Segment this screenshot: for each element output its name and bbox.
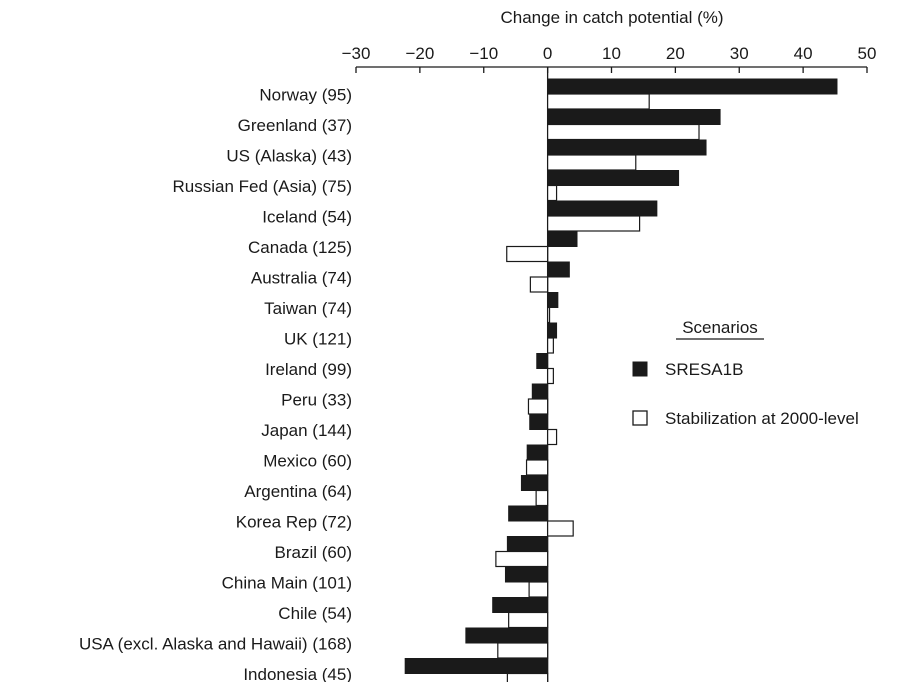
category-label: Japan (144) bbox=[261, 421, 352, 440]
category-label: US (Alaska) (43) bbox=[226, 146, 352, 165]
bar-sresa1b bbox=[506, 536, 549, 552]
bar-sresa1b bbox=[547, 139, 707, 156]
bar-sresa1b bbox=[547, 322, 558, 339]
bar-stabilization bbox=[547, 154, 637, 171]
bar-stabilization bbox=[535, 489, 549, 507]
category-label: Chile (54) bbox=[278, 604, 352, 623]
bar-stabilization bbox=[547, 367, 554, 385]
bar-stabilization bbox=[495, 550, 549, 568]
bar-sresa1b bbox=[465, 627, 549, 644]
category-label: Greenland (37) bbox=[238, 116, 352, 135]
category-label: Korea Rep (72) bbox=[236, 512, 352, 531]
bar-sresa1b bbox=[531, 383, 549, 400]
bar-sresa1b bbox=[529, 414, 549, 430]
category-label: Taiwan (74) bbox=[264, 299, 352, 318]
legend: Scenarios SRESA1B Stabilization at 2000-… bbox=[632, 318, 859, 428]
bar-sresa1b bbox=[547, 200, 658, 217]
bar-sresa1b bbox=[526, 444, 549, 461]
category-label: Brazil (60) bbox=[275, 543, 352, 562]
category-label: Ireland (99) bbox=[265, 360, 352, 379]
bar-sresa1b bbox=[508, 505, 549, 522]
bars bbox=[404, 78, 838, 682]
category-label: Iceland (54) bbox=[262, 207, 352, 226]
x-tick-label: 10 bbox=[602, 44, 621, 63]
bar-sresa1b bbox=[536, 353, 549, 369]
x-tick-label: 30 bbox=[730, 44, 749, 63]
legend-title: Scenarios bbox=[682, 318, 758, 337]
category-label: China Main (101) bbox=[222, 573, 352, 592]
bar-stabilization bbox=[506, 245, 549, 263]
bar-stabilization bbox=[547, 428, 558, 446]
x-axis-title: Change in catch potential (%) bbox=[500, 8, 723, 27]
bar-stabilization bbox=[547, 93, 650, 110]
category-label: UK (121) bbox=[284, 329, 352, 348]
x-tick-label: 0 bbox=[543, 44, 552, 63]
bar-sresa1b bbox=[404, 658, 549, 674]
category-label: Mexico (60) bbox=[263, 451, 352, 470]
category-label: Australia (74) bbox=[251, 268, 352, 287]
x-tick-label: −10 bbox=[469, 44, 498, 63]
bar-stabilization bbox=[506, 672, 549, 682]
category-label: Russian Fed (Asia) (75) bbox=[172, 177, 352, 196]
y-axis: Norway (95) Greenland (37) US (Alaska) (43… bbox=[79, 67, 549, 682]
x-tick-label: 50 bbox=[858, 44, 877, 63]
bar-sresa1b bbox=[547, 170, 680, 186]
x-tick-label: −30 bbox=[342, 44, 371, 63]
bar-stabilization bbox=[547, 337, 554, 354]
category-label: Canada (125) bbox=[248, 238, 352, 257]
x-tick-label: −20 bbox=[405, 44, 434, 63]
bar-sresa1b bbox=[492, 597, 549, 613]
category-label: Indonesia (45) bbox=[243, 665, 352, 682]
legend-swatch-stabilization bbox=[632, 410, 648, 426]
bar-stabilization bbox=[497, 642, 549, 659]
category-label: Argentina (64) bbox=[244, 482, 352, 501]
bar-sresa1b bbox=[547, 261, 570, 278]
bar-stabilization bbox=[547, 123, 700, 141]
category-label: Norway (95) bbox=[259, 85, 352, 104]
bar-stabilization bbox=[508, 611, 549, 629]
bar-sresa1b bbox=[504, 566, 549, 583]
bar-sresa1b bbox=[547, 292, 559, 308]
x-tick-label: 40 bbox=[794, 44, 813, 63]
bar-sresa1b bbox=[520, 475, 549, 491]
legend-swatch-sresa1b bbox=[632, 361, 648, 377]
bar-sresa1b bbox=[547, 109, 721, 125]
bar-stabilization bbox=[525, 459, 549, 476]
bar-stabilization bbox=[527, 398, 549, 415]
bar-stabilization bbox=[547, 520, 574, 537]
bar-sresa1b bbox=[547, 231, 578, 247]
legend-label-sresa1b: SRESA1B bbox=[665, 360, 743, 379]
legend-label-stabilization: Stabilization at 2000-level bbox=[665, 409, 859, 428]
bar-sresa1b bbox=[547, 78, 838, 95]
x-axis: −30 −20 −10 0 10 20 30 40 50 bbox=[342, 44, 877, 73]
bar-stabilization bbox=[528, 581, 549, 598]
bar-stabilization bbox=[547, 306, 551, 324]
bar-stabilization bbox=[529, 276, 549, 293]
bar-stabilization bbox=[547, 184, 558, 202]
bar-stabilization bbox=[547, 215, 641, 232]
x-tick-label: 20 bbox=[666, 44, 685, 63]
category-label: USA (excl. Alaska and Hawaii) (168) bbox=[79, 634, 352, 653]
category-label: Peru (33) bbox=[281, 390, 352, 409]
